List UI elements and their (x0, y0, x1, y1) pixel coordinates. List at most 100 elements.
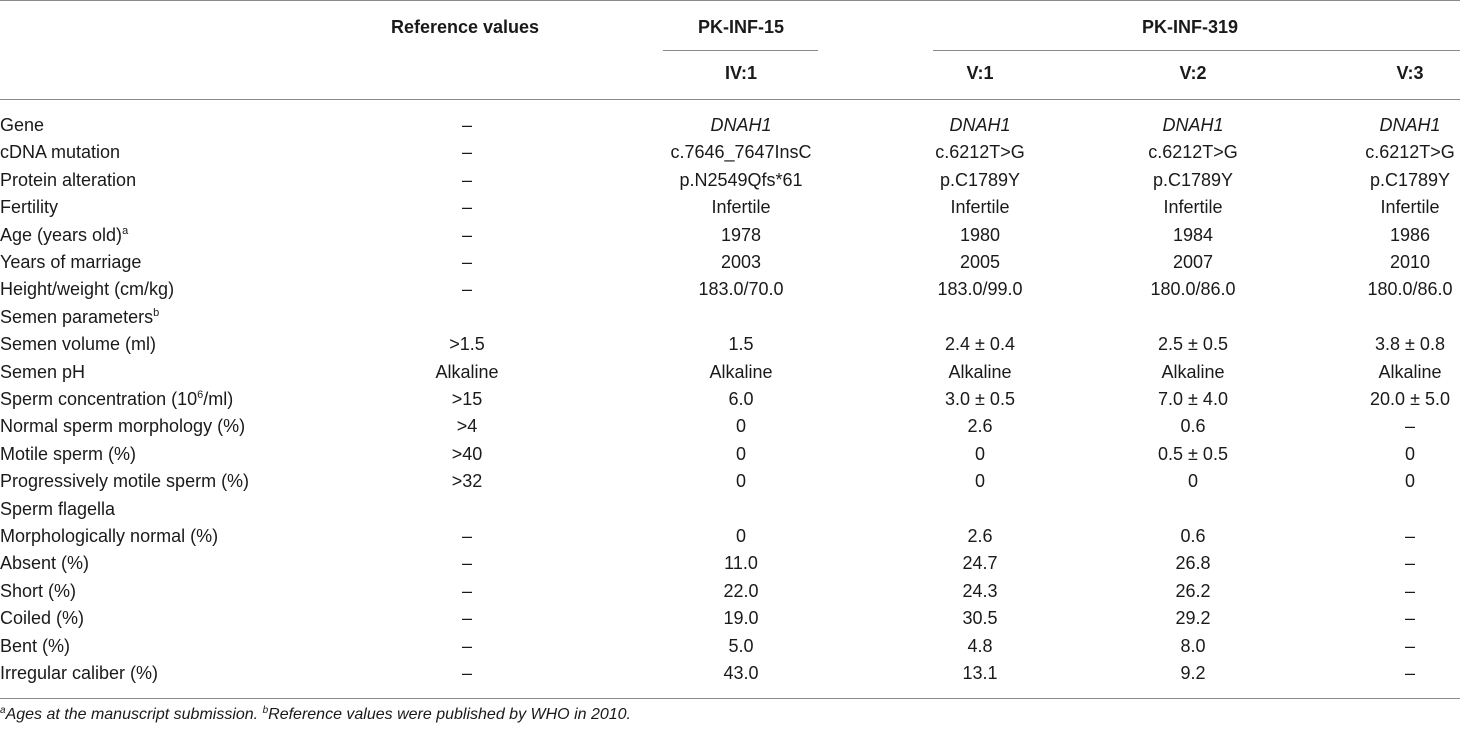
reference-value-cell: – (461, 224, 472, 245)
table-row: Morphologically normal (%) – 0 2.6 0.6 – (0, 523, 1460, 550)
table-row: Gene – DNAH1 DNAH1 DNAH1 DNAH1 (0, 112, 1460, 139)
row-label-text: Sperm concentration (10 (0, 389, 198, 409)
iv1-value-cell: DNAH1 (710, 115, 772, 135)
v2-value-cell: 26.8 (1175, 553, 1211, 574)
reference-value-cell: – (461, 279, 472, 300)
row-label: Protein alteration (0, 167, 136, 194)
v2-value-cell: DNAH1 (1162, 115, 1224, 135)
row-label: Bent (%) (0, 633, 70, 660)
reference-value-cell: – (461, 580, 472, 601)
table-row: Years of marriage – 2003 2005 2007 2010 (0, 249, 1460, 276)
reference-value-cell: >15 (451, 389, 483, 409)
iv1-value-cell: 1.5 (728, 334, 754, 355)
v1-value-cell: 2.6 (967, 416, 993, 437)
row-label-text: Bent (%) (0, 635, 71, 656)
iv1-value-cell: 0 (735, 416, 746, 437)
header-group-pk-inf-319: PK-INF-319 (1141, 17, 1239, 37)
table-row: Coiled (%) – 19.0 30.5 29.2 – (0, 605, 1460, 632)
v1-value-cell: 0 (974, 443, 985, 464)
v3-value-cell: Infertile (1380, 197, 1440, 218)
reference-value-cell: – (461, 635, 472, 656)
table-top-rule (0, 0, 1460, 1)
v3-value-cell: p.C1789Y (1369, 169, 1451, 190)
row-label-text: Protein alteration (0, 169, 137, 190)
row-label-text: Coiled (%) (0, 608, 85, 629)
reference-value-cell: – (461, 197, 472, 218)
table-footnote: aAges at the manuscript submission. bRef… (0, 706, 631, 724)
v1-value-cell: 24.3 (962, 580, 998, 601)
iv1-value-cell: 1978 (720, 224, 762, 245)
row-label-superscript: b (153, 306, 160, 319)
header-subject-v1: V:1 (966, 63, 994, 83)
table-row: Irregular caliber (%) – 43.0 13.1 9.2 – (0, 660, 1460, 687)
table-row: Semen pH Alkaline Alkaline Alkaline Alkaline… (0, 359, 1460, 386)
row-label-text: Short (%) (0, 580, 77, 601)
row-label-text: cDNA mutation (0, 142, 121, 163)
header-bottom-rule (0, 99, 1460, 100)
v1-value-cell: 2005 (959, 252, 1001, 272)
v2-value-cell: 8.0 (1180, 635, 1206, 656)
iv1-value-cell: 183.0/70.0 (698, 279, 784, 300)
table-row: Semen volume (ml) >1.5 1.5 2.4 ± 0.4 2.5 ± 0… (0, 331, 1460, 358)
row-label: Sperm concentration (106/ml) (0, 386, 233, 413)
header-subject-v2: V:2 (1179, 63, 1207, 83)
v2-value-cell: 2007 (1172, 252, 1214, 272)
footnote-marker-a: a (0, 705, 6, 716)
table-row: Absent (%) – 11.0 24.7 26.8 – (0, 550, 1460, 577)
v3-value-cell: 180.0/86.0 (1367, 279, 1453, 300)
reference-value-cell: – (461, 663, 472, 683)
v2-value-cell: 0.6 (1180, 526, 1206, 546)
v3-value-cell: – (1404, 553, 1415, 574)
header-group-pk-inf-15: PK-INF-15 (697, 17, 784, 37)
row-label: Irregular caliber (%) (0, 660, 158, 687)
row-label: Coiled (%) (0, 605, 84, 632)
header-subject-v3: V:3 (1396, 63, 1424, 83)
reference-value-cell: – (461, 553, 472, 574)
v2-value-cell: 0 (1187, 471, 1198, 492)
row-label: Fertility (0, 194, 58, 221)
v3-value-cell: 0 (1404, 471, 1415, 492)
v2-value-cell: 0.5 ± 0.5 (1158, 443, 1228, 464)
v2-value-cell: Infertile (1163, 197, 1223, 218)
v2-value-cell: p.C1789Y (1152, 169, 1234, 190)
table-row: Motile sperm (%) >40 0 0 0.5 ± 0.5 0 (0, 441, 1460, 468)
row-label-text: Progressively motile sperm (%) (0, 471, 250, 492)
row-label-text-after: /ml) (203, 389, 234, 409)
v3-value-cell: DNAH1 (1379, 115, 1441, 135)
v2-value-cell: 180.0/86.0 (1150, 279, 1236, 300)
v3-value-cell: c.6212T>G (1365, 142, 1455, 163)
v1-value-cell: 0 (974, 471, 985, 492)
row-label: Motile sperm (%) (0, 441, 136, 468)
v3-value-cell: – (1404, 526, 1415, 546)
row-label: Sperm flagella (0, 496, 115, 523)
row-label-text: Normal sperm morphology (%) (0, 416, 246, 437)
table-row: Height/weight (cm/kg) – 183.0/70.0 183.0/99… (0, 276, 1460, 303)
iv1-value-cell: 0 (735, 526, 746, 546)
row-label-text: Semen volume (ml) (0, 334, 157, 355)
v3-value-cell: 0 (1404, 443, 1415, 464)
reference-value-cell: >4 (456, 416, 478, 437)
table-row: Protein alteration – p.N2549Qfs*61 p.C1789Y… (0, 167, 1460, 194)
v1-value-cell: 30.5 (962, 608, 998, 629)
v3-value-cell: 1986 (1389, 224, 1431, 245)
table-row: Bent (%) – 5.0 4.8 8.0 – (0, 633, 1460, 660)
table-row: Sperm flagella (0, 496, 1460, 523)
v1-value-cell: 183.0/99.0 (937, 279, 1023, 300)
row-label: Progressively motile sperm (%) (0, 468, 249, 495)
row-label-text: Gene (0, 115, 45, 135)
header-subject-iv1: IV:1 (724, 63, 758, 83)
group-underline-pk-inf-15 (663, 50, 818, 51)
v1-value-cell: 3.0 ± 0.5 (945, 389, 1015, 409)
reference-value-cell: – (461, 115, 472, 135)
row-label-text: Motile sperm (%) (0, 443, 137, 464)
table-row: Normal sperm morphology (%) >4 0 2.6 0.6 – (0, 413, 1460, 440)
v2-value-cell: 9.2 (1180, 663, 1206, 683)
row-label: Normal sperm morphology (%) (0, 413, 245, 440)
v2-value-cell: c.6212T>G (1148, 142, 1238, 163)
row-label-text: Absent (%) (0, 553, 90, 574)
v3-value-cell: 20.0 ± 5.0 (1370, 389, 1450, 409)
v3-value-cell: – (1404, 416, 1415, 437)
header-reference-values: Reference values (390, 17, 540, 37)
table-row: Short (%) – 22.0 24.3 26.2 – (0, 578, 1460, 605)
iv1-value-cell: p.N2549Qfs*61 (679, 169, 803, 190)
